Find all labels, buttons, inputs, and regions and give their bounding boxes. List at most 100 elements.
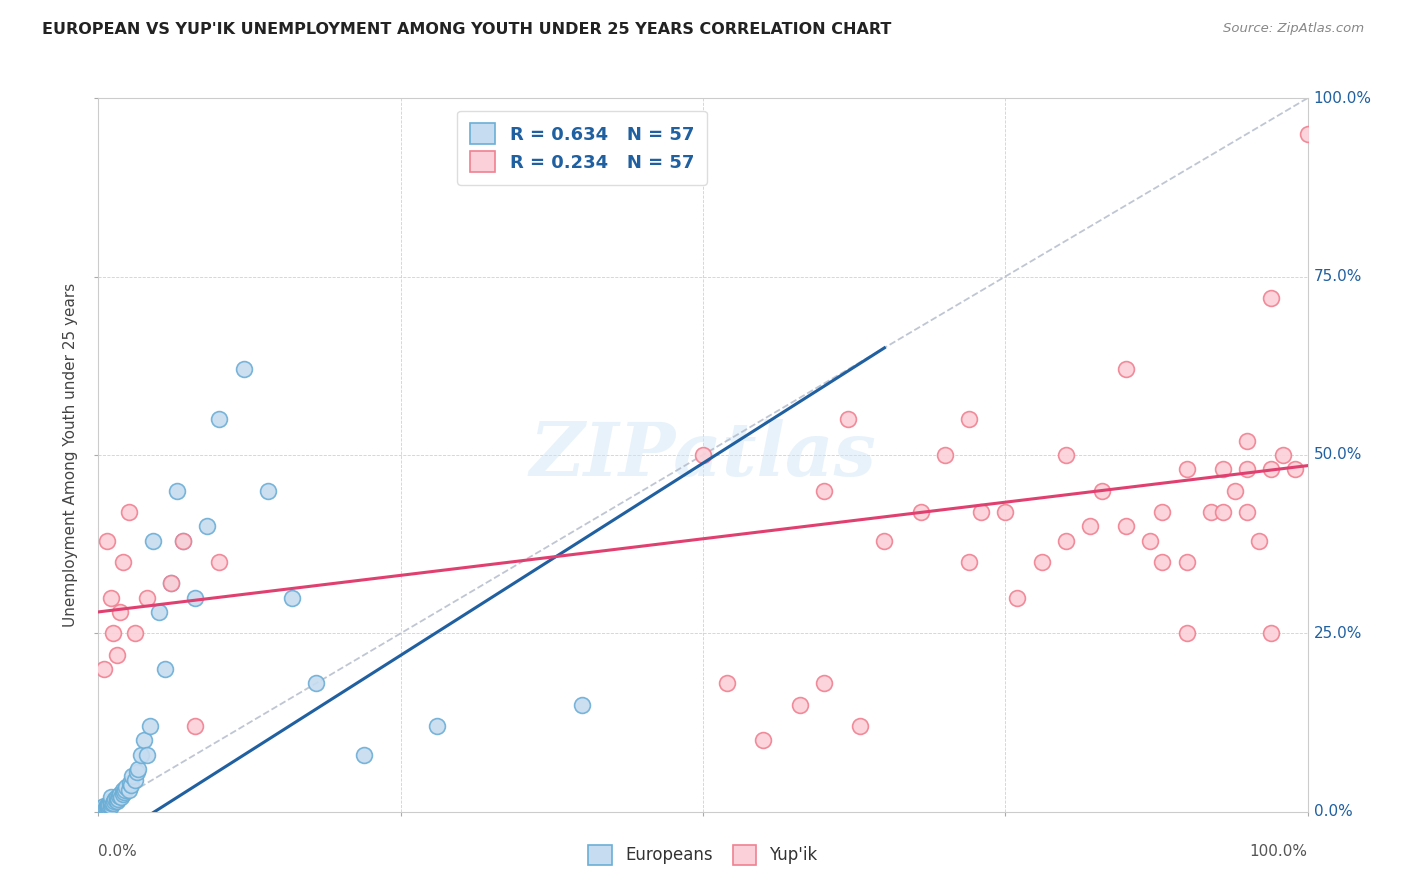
Point [692, 448, 714, 462]
Point [1199, 505, 1222, 519]
Point [166, 483, 188, 498]
Point [1236, 505, 1258, 519]
Point [1249, 533, 1271, 548]
Point [1260, 462, 1282, 476]
Point [256, 483, 278, 498]
Point [118, 505, 141, 519]
Point [100, 591, 122, 605]
Point [1175, 462, 1198, 476]
Point [1054, 533, 1077, 548]
Point [100, 799, 122, 814]
Point [105, 790, 128, 805]
Point [100, 790, 122, 805]
Point [91, 800, 114, 814]
Point [184, 719, 207, 733]
Point [1054, 448, 1077, 462]
Point [96, 799, 118, 814]
Point [160, 576, 183, 591]
Point [1139, 533, 1161, 548]
Point [111, 787, 134, 801]
Point [1236, 434, 1258, 448]
Point [934, 448, 956, 462]
Point [571, 698, 593, 712]
Text: 0.0%: 0.0% [98, 844, 138, 859]
Point [1212, 505, 1234, 519]
Point [716, 676, 738, 690]
Point [94, 799, 117, 814]
Point [873, 533, 896, 548]
Point [232, 362, 254, 376]
Point [1091, 483, 1114, 498]
Point [1175, 555, 1198, 569]
Point [1272, 448, 1295, 462]
Point [353, 747, 375, 762]
Point [111, 783, 134, 797]
Point [93, 801, 115, 815]
Text: 100.0%: 100.0% [1250, 844, 1308, 859]
Point [813, 483, 835, 498]
Point [104, 792, 127, 806]
Point [103, 794, 125, 808]
Point [105, 648, 128, 662]
Text: 25.0%: 25.0% [1313, 626, 1362, 640]
Point [120, 778, 142, 792]
Text: 75.0%: 75.0% [1313, 269, 1362, 284]
Point [1115, 362, 1137, 376]
Point [97, 797, 120, 812]
Point [139, 719, 162, 733]
Point [208, 412, 231, 426]
Point [93, 662, 115, 676]
Point [1260, 626, 1282, 640]
Point [1296, 127, 1319, 141]
Point [752, 733, 775, 747]
Point [98, 798, 121, 813]
Text: 0.0%: 0.0% [1313, 805, 1353, 819]
Point [97, 800, 120, 814]
Point [93, 799, 115, 814]
Point [114, 783, 136, 797]
Point [1212, 462, 1234, 476]
Point [118, 783, 141, 797]
Point [957, 412, 980, 426]
Point [160, 576, 183, 591]
Point [148, 605, 170, 619]
Point [101, 626, 124, 640]
Text: EUROPEAN VS YUP'IK UNEMPLOYMENT AMONG YOUTH UNDER 25 YEARS CORRELATION CHART: EUROPEAN VS YUP'IK UNEMPLOYMENT AMONG YO… [42, 22, 891, 37]
Point [1223, 483, 1246, 498]
Point [970, 505, 993, 519]
Point [813, 676, 835, 690]
Point [108, 787, 131, 801]
Point [124, 772, 146, 787]
Text: ZIPatlas: ZIPatlas [530, 418, 876, 491]
Point [127, 762, 149, 776]
Point [1031, 555, 1053, 569]
Point [1175, 626, 1198, 640]
Point [1007, 591, 1029, 605]
Point [107, 792, 129, 806]
Point [91, 802, 114, 816]
Point [105, 794, 128, 808]
Text: Source: ZipAtlas.com: Source: ZipAtlas.com [1223, 22, 1364, 36]
Point [100, 796, 122, 810]
Point [789, 698, 811, 712]
Point [101, 796, 124, 810]
Point [1152, 505, 1174, 519]
Text: 50.0%: 50.0% [1313, 448, 1362, 462]
Point [957, 555, 980, 569]
Point [172, 533, 194, 548]
Point [153, 662, 176, 676]
Point [111, 555, 134, 569]
Point [96, 533, 118, 548]
Point [118, 776, 141, 790]
Point [112, 785, 135, 799]
Point [142, 533, 165, 548]
Point [172, 533, 194, 548]
Point [195, 519, 218, 533]
Point [849, 719, 872, 733]
Point [1115, 519, 1137, 533]
Point [1236, 462, 1258, 476]
Point [994, 505, 1017, 519]
Point [135, 591, 157, 605]
Y-axis label: Unemployment Among Youth under 25 years: Unemployment Among Youth under 25 years [63, 283, 79, 627]
Point [108, 605, 131, 619]
